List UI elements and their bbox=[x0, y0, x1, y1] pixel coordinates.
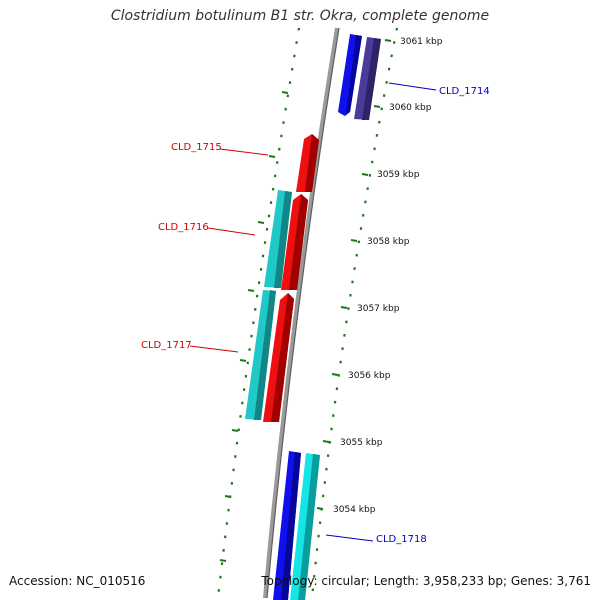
map-title: Clostridium botulinum B1 str. Okra, comp… bbox=[110, 8, 490, 24]
ruler-label-3057: 3057 kbp bbox=[357, 304, 400, 314]
ruler-label-3058: 3058 kbp bbox=[367, 237, 410, 247]
ruler-label-3059: 3059 kbp bbox=[377, 170, 420, 180]
label-cld-1717[interactable]: CLD_1717 bbox=[141, 340, 192, 351]
ruler-label-3054: 3054 kbp bbox=[333, 505, 376, 515]
label-cld-1716[interactable]: CLD_1716 bbox=[158, 222, 209, 233]
label-cld-1715[interactable]: CLD_1715 bbox=[171, 142, 222, 153]
genome-backbone bbox=[263, 27, 339, 599]
gene-cld-1717[interactable] bbox=[245, 290, 294, 422]
gene-labels: CLD_1714 CLD_1715 CLD_1716 CLD_1717 CLD_… bbox=[141, 82, 490, 545]
gene-cld-1714-purple-bar-shade bbox=[362, 38, 381, 120]
gene-cld-1717-cyan-bar-shade bbox=[254, 290, 276, 420]
gene-cld-1716[interactable] bbox=[264, 190, 308, 290]
gene-cld-1716-cyan-bar-shade bbox=[274, 191, 292, 288]
outer-dotted-track bbox=[310, 27, 399, 599]
gene-cld-1718-cyan-bar-shade bbox=[298, 454, 320, 600]
ruler-labels: 3061 kbp 3060 kbp 3059 kbp 3058 kbp 3057… bbox=[333, 37, 443, 515]
cld-1715-leader bbox=[219, 148, 269, 156]
gene-cld-1715-bar-shade bbox=[305, 134, 319, 192]
cld-1717-leader bbox=[189, 345, 239, 353]
gene-cld-1718[interactable] bbox=[273, 451, 320, 600]
label-cld-1718[interactable]: CLD_1718 bbox=[376, 534, 427, 545]
genome-backbone-shadow bbox=[266, 27, 340, 599]
ruler-label-3056: 3056 kbp bbox=[348, 371, 391, 381]
ruler-label-3061: 3061 kbp bbox=[400, 37, 443, 47]
gene-cld-1714[interactable] bbox=[338, 34, 381, 120]
cld-1714-leader bbox=[388, 82, 437, 91]
outer-dash-ticks bbox=[316, 39, 392, 510]
inner-dotted-track bbox=[216, 27, 301, 599]
gene-cld-1717-bar-shade bbox=[271, 293, 294, 422]
genome-summary: Topology: circular; Length: 3,958,233 bp… bbox=[261, 574, 591, 588]
accession-label: Accession: NC_010516 bbox=[9, 574, 146, 588]
gene-cld-1718-forward-bar-shade bbox=[281, 452, 301, 600]
ruler-label-3055: 3055 kbp bbox=[340, 438, 383, 448]
label-cld-1714[interactable]: CLD_1714 bbox=[439, 86, 490, 97]
ruler-label-3060: 3060 kbp bbox=[389, 103, 432, 113]
gene-cld-1715[interactable] bbox=[296, 134, 319, 192]
cld-1716-leader bbox=[207, 227, 256, 236]
gene-cld-1714-forward-bar-shade bbox=[346, 35, 362, 114]
inner-dash-ticks bbox=[219, 91, 289, 562]
gene-cld-1716-bar-shade bbox=[289, 194, 308, 290]
cld-1718-leader bbox=[325, 534, 374, 542]
